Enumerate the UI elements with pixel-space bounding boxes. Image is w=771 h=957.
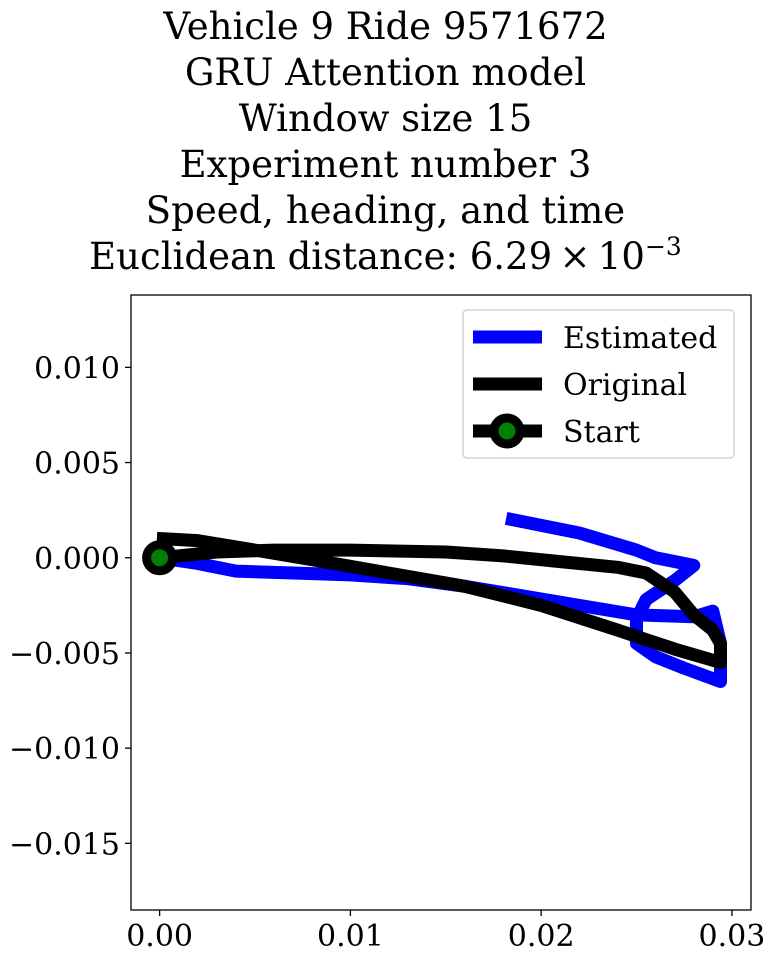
legend-start-marker xyxy=(489,413,525,449)
title-line-1: Vehicle 9 Ride 9571672 xyxy=(163,5,608,48)
title-distance-exponent: −3 xyxy=(644,232,682,261)
x-tick-label: 0.01 xyxy=(317,919,384,954)
y-tick-label: 0.005 xyxy=(34,447,120,482)
series-line-original xyxy=(152,531,727,669)
x-tick-label: 0.02 xyxy=(508,919,575,954)
legend-box xyxy=(462,309,735,459)
y-tick-label: 0.000 xyxy=(34,542,120,577)
title-line-4: Experiment number 3 xyxy=(179,143,592,186)
legend-label-estimated: Estimated xyxy=(563,321,717,356)
y-tick-label: −0.010 xyxy=(9,732,120,767)
x-tick-label: 0.03 xyxy=(699,919,766,954)
plot-frame xyxy=(130,294,752,911)
y-tick-label: −0.005 xyxy=(9,637,120,672)
y-tick-label: 0.010 xyxy=(34,351,120,386)
legend-label-start: Start xyxy=(563,415,640,450)
title-line-2: GRU Attention model xyxy=(184,51,587,94)
start-marker xyxy=(142,540,178,576)
title-line-3: Window size 15 xyxy=(238,97,533,140)
title-line-6: Euclidean distance: 6.29 × 10−3 xyxy=(0,232,771,284)
x-tick-label: 0.00 xyxy=(126,919,193,954)
title-distance-text: Euclidean distance: 6.29 × 10 xyxy=(89,235,645,278)
legend-label-original: Original xyxy=(563,368,687,403)
chart-title: Vehicle 9 Ride 9571672 GRU Attention mod… xyxy=(0,4,771,284)
title-line-5: Speed, heading, and time xyxy=(145,189,626,232)
y-tick-label: −0.015 xyxy=(9,827,120,862)
